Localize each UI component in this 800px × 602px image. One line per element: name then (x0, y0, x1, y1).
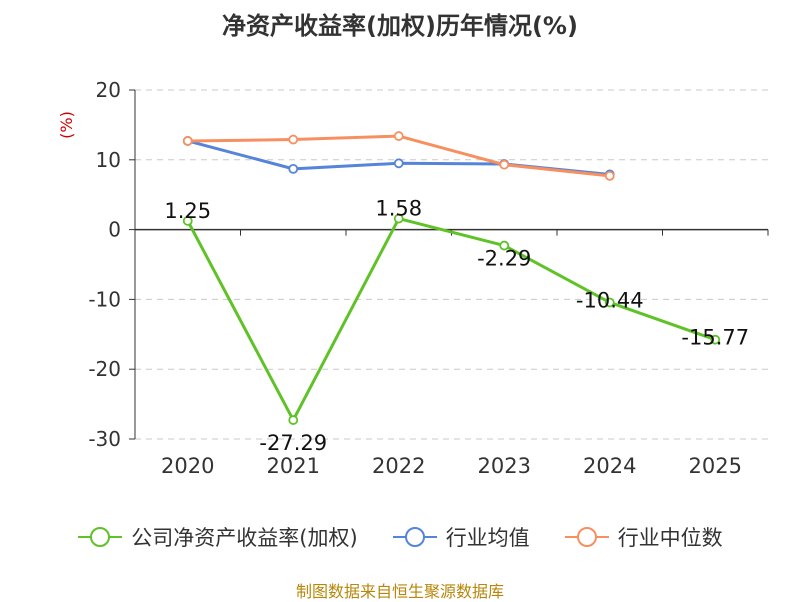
x-tick-label: 2022 (372, 454, 425, 478)
y-tick-label: 10 (96, 148, 121, 172)
data-point (288, 134, 299, 145)
data-point (393, 158, 404, 169)
data-point (499, 240, 510, 251)
data-label: 1.25 (164, 199, 211, 223)
legend-line-circle-icon (78, 527, 123, 547)
data-label: -27.29 (259, 431, 327, 455)
data-label: -2.29 (477, 247, 531, 271)
chart-title: 净资产收益率(加权)历年情况(%) (222, 12, 578, 40)
y-tick-label: -20 (88, 357, 121, 381)
data-point (393, 213, 404, 224)
legend-item[interactable]: 行业中位数 (564, 522, 723, 552)
y-tick-label: -10 (88, 287, 121, 311)
x-tick-label: 2021 (267, 454, 320, 478)
data-point (604, 297, 615, 308)
data-label: -15.77 (681, 326, 749, 350)
data-point (288, 163, 299, 174)
series-layer (182, 131, 721, 425)
data-point (393, 131, 404, 141)
data-point (604, 170, 615, 181)
series-line (186, 217, 716, 422)
legend-line-circle-icon (392, 527, 437, 547)
y-axis-unit-label: (%) (57, 111, 76, 139)
y-tick-label: 0 (108, 218, 121, 242)
x-tick-label: 2024 (583, 454, 636, 478)
series-line (187, 134, 610, 178)
data-label: -10.44 (576, 288, 644, 312)
legend-item[interactable]: 行业均值 (392, 522, 530, 552)
data-label: 1.58 (375, 197, 422, 221)
y-tick-label: 20 (96, 78, 121, 102)
data-point (710, 334, 721, 345)
axis-layer: 20 10 0 -10 -20 -30 2020 2021 2022 2023 2024 2025 (%… (57, 78, 769, 478)
data-point (288, 415, 299, 425)
source-note: 制图数据来自恒生聚源数据库 (295, 582, 504, 601)
legend-line-circle-icon (564, 527, 609, 547)
legend: 公司净资产收益率(加权) 行业均值 行业中位数 (0, 520, 800, 554)
data-label-layer: 1.25 -27.29 1.58 -2.29 -10.44 -15.77 (164, 197, 749, 456)
legend-item[interactable]: 公司净资产收益率(加权) (77, 522, 358, 552)
x-tick-label: 2020 (161, 454, 214, 478)
legend-label: 公司净资产收益率(加权) (131, 526, 358, 550)
x-tick-label: 2025 (689, 454, 742, 478)
y-tick-label: -30 (88, 427, 121, 451)
x-tick-label: 2023 (478, 454, 531, 478)
data-point (182, 215, 193, 226)
grid-layer (135, 89, 768, 440)
legend-label: 行业均值 (445, 526, 530, 550)
legend-label: 行业中位数 (617, 526, 723, 550)
data-point (182, 136, 193, 146)
data-point (499, 159, 510, 170)
